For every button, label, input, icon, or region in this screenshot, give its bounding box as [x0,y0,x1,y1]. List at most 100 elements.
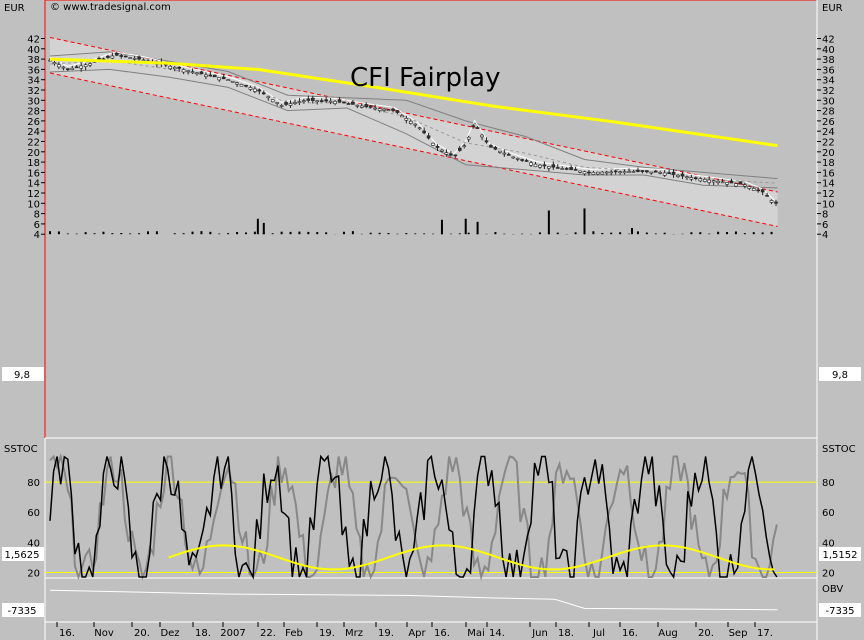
volume-bar [717,231,720,235]
volume-bar [432,233,435,235]
x-tick-label: 17. [757,628,773,639]
x-tick-label: 16. [622,628,638,639]
candle-body [542,164,547,167]
volume-bar [405,233,408,235]
candle-body [404,118,409,121]
candle-body [618,171,622,173]
candle-body [609,171,614,174]
obv-value-badge-left [2,603,44,617]
x-tick-label: Nov [94,628,114,639]
candle-body [284,102,288,105]
candle-body [288,103,293,106]
candle-body [720,181,725,184]
candle-body [676,174,680,177]
candle-body [484,140,489,143]
y-tick-label-right: 10 [822,199,835,210]
candle-body [83,64,88,68]
bollinger-upper [49,51,778,180]
x-tick-label: Mrz [345,628,363,639]
candle-body [413,123,418,126]
y-tick-label-left: 4 [34,230,40,241]
volume-bar [66,233,69,235]
channel-fill [50,37,778,227]
y-tick-label-left: 6 [34,220,40,231]
y-tick-label-left: 28 [27,107,40,118]
candle-body [453,154,458,157]
volume-bar [200,231,203,235]
candle-body [462,145,467,147]
y-tick-label-right: 34 [822,76,835,87]
obv-value-right: -7335 [825,606,854,617]
candle-body [355,104,360,107]
candle-body [417,127,422,130]
stoch-tick-label-left: 20 [27,568,40,579]
y-tick-label-right: 4 [822,230,828,241]
y-tick-label-left: 18 [27,158,40,169]
y-tick-label-left: 40 [27,45,40,56]
candle-body [221,76,226,80]
candle-body [137,56,141,60]
candle-body [239,84,244,87]
candle-body [79,65,83,69]
candle-body [377,108,382,111]
candle-body [471,125,475,128]
candle-body [596,171,600,175]
candle-body [533,163,538,168]
stoch-tick-label-right: 40 [822,538,835,549]
stoch-tick-label-left: 60 [27,508,40,519]
y-tick-label-right: 26 [822,117,835,128]
stoch-value-right: 1,5152 [823,550,858,561]
stoch-tick-label-left: 80 [27,478,40,489]
volume-bar [743,233,746,235]
candle-body [128,57,132,59]
candle-body [319,100,324,102]
candle-body [569,167,573,171]
candle-body [306,98,311,101]
volume-bar [770,231,773,235]
volume-bar [414,233,417,235]
price-value-badge-right [819,367,861,381]
candle-body [172,67,177,70]
y-tick-label-left: 12 [27,189,40,200]
obv-line [49,589,778,611]
candle-body [444,152,449,155]
candle-body [538,164,542,168]
y-tick-label-right: 42 [822,35,835,46]
candle-body [270,99,275,103]
x-tick-label: 20. [698,628,714,639]
candle-body [729,180,734,184]
candle-body [649,171,654,174]
candle-body [226,79,230,81]
x-tick-label: 14. [489,628,505,639]
price-value-badge-left [2,367,44,381]
candle-body [475,127,480,129]
y-tick-label-left: 10 [27,199,40,210]
candle-body [342,101,346,104]
candle-body [653,170,658,173]
candle-body [195,72,199,75]
y-tick-label-right: 36 [822,65,835,76]
y-tick-label-right: 30 [822,96,835,107]
candle-body [261,92,266,95]
candle-body [275,102,279,104]
volume-bar [699,232,702,235]
candle-body [725,182,729,185]
candle-body [248,87,253,90]
candle-body [631,171,636,173]
sma-200-line [49,57,778,148]
y-axis-left: 4681012141618202224262830323436384042204… [27,35,45,579]
channel-upper-line [49,36,778,193]
candle-body [386,109,391,112]
candle-body [774,201,778,204]
candle-body [315,100,320,103]
candle-body [253,88,257,92]
volume-bar [423,233,426,235]
volume-bar [75,233,78,235]
volume-bar [556,232,559,235]
y-tick-label-right: 40 [822,45,835,56]
volume-bar [503,233,506,235]
x-tick-label: 20. [134,628,150,639]
candle-body [449,153,453,156]
y-tick-label-right: 38 [822,55,835,66]
volume-bar [155,231,158,235]
